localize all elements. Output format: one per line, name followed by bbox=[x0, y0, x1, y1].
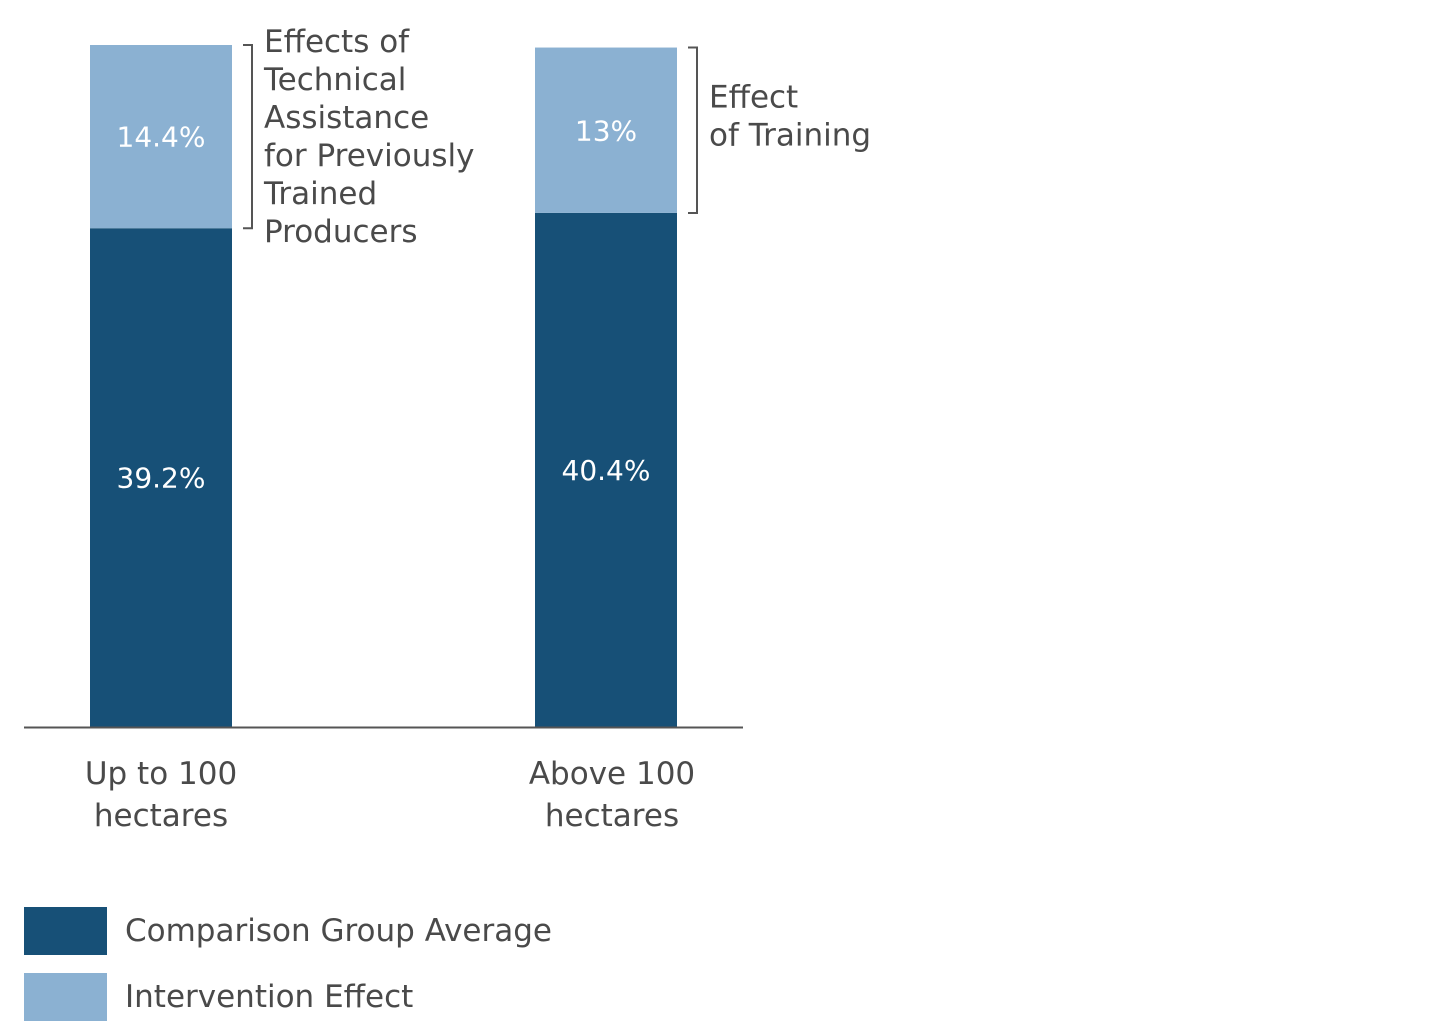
annotation-bracket-2 bbox=[688, 46, 698, 214]
annotation-text-2-line-1: Effect bbox=[709, 79, 798, 115]
bar-intervention-2 bbox=[535, 47, 677, 213]
data-label-intervention-1: 14.4% bbox=[117, 121, 206, 154]
data-label-intervention-2: 13% bbox=[575, 114, 637, 147]
data-label-comparison-1: 39.2% bbox=[117, 462, 206, 495]
category-label-1-line-2: hectares bbox=[94, 798, 228, 834]
annotation-text-1-line-1: Effects of bbox=[264, 24, 410, 60]
data-label-comparison-2: 40.4% bbox=[562, 454, 651, 487]
annotation-text-1-line-6: Producers bbox=[264, 214, 418, 250]
legend-label-comparison: Comparison Group Average bbox=[125, 913, 552, 949]
annotation-text-2-line-2: of Training bbox=[709, 117, 871, 153]
category-label-2-line-1: Above 100 bbox=[529, 756, 695, 792]
annotation-text-1-line-2: Technical bbox=[263, 62, 406, 98]
bar-comparison-1 bbox=[90, 228, 232, 727]
legend-swatch-intervention bbox=[24, 973, 107, 1021]
legend-label-intervention: Intervention Effect bbox=[125, 979, 414, 1015]
annotation-text-1-line-5: Trained bbox=[263, 176, 377, 212]
annotation-bracket-1 bbox=[243, 44, 253, 230]
category-label-1-line-1: Up to 100 bbox=[85, 756, 237, 792]
category-label-2-line-2: hectares bbox=[545, 798, 679, 834]
bar-comparison-2 bbox=[535, 212, 677, 728]
legend-swatch-comparison bbox=[24, 907, 107, 955]
annotation-text-1-line-3: Assistance bbox=[264, 100, 429, 136]
legend-item-comparison: Comparison Group Average bbox=[24, 907, 552, 955]
bar-intervention-1 bbox=[90, 45, 232, 229]
legend-item-intervention: Intervention Effect bbox=[24, 973, 413, 1021]
annotation-text-1-line-4: for Previously bbox=[264, 138, 474, 174]
